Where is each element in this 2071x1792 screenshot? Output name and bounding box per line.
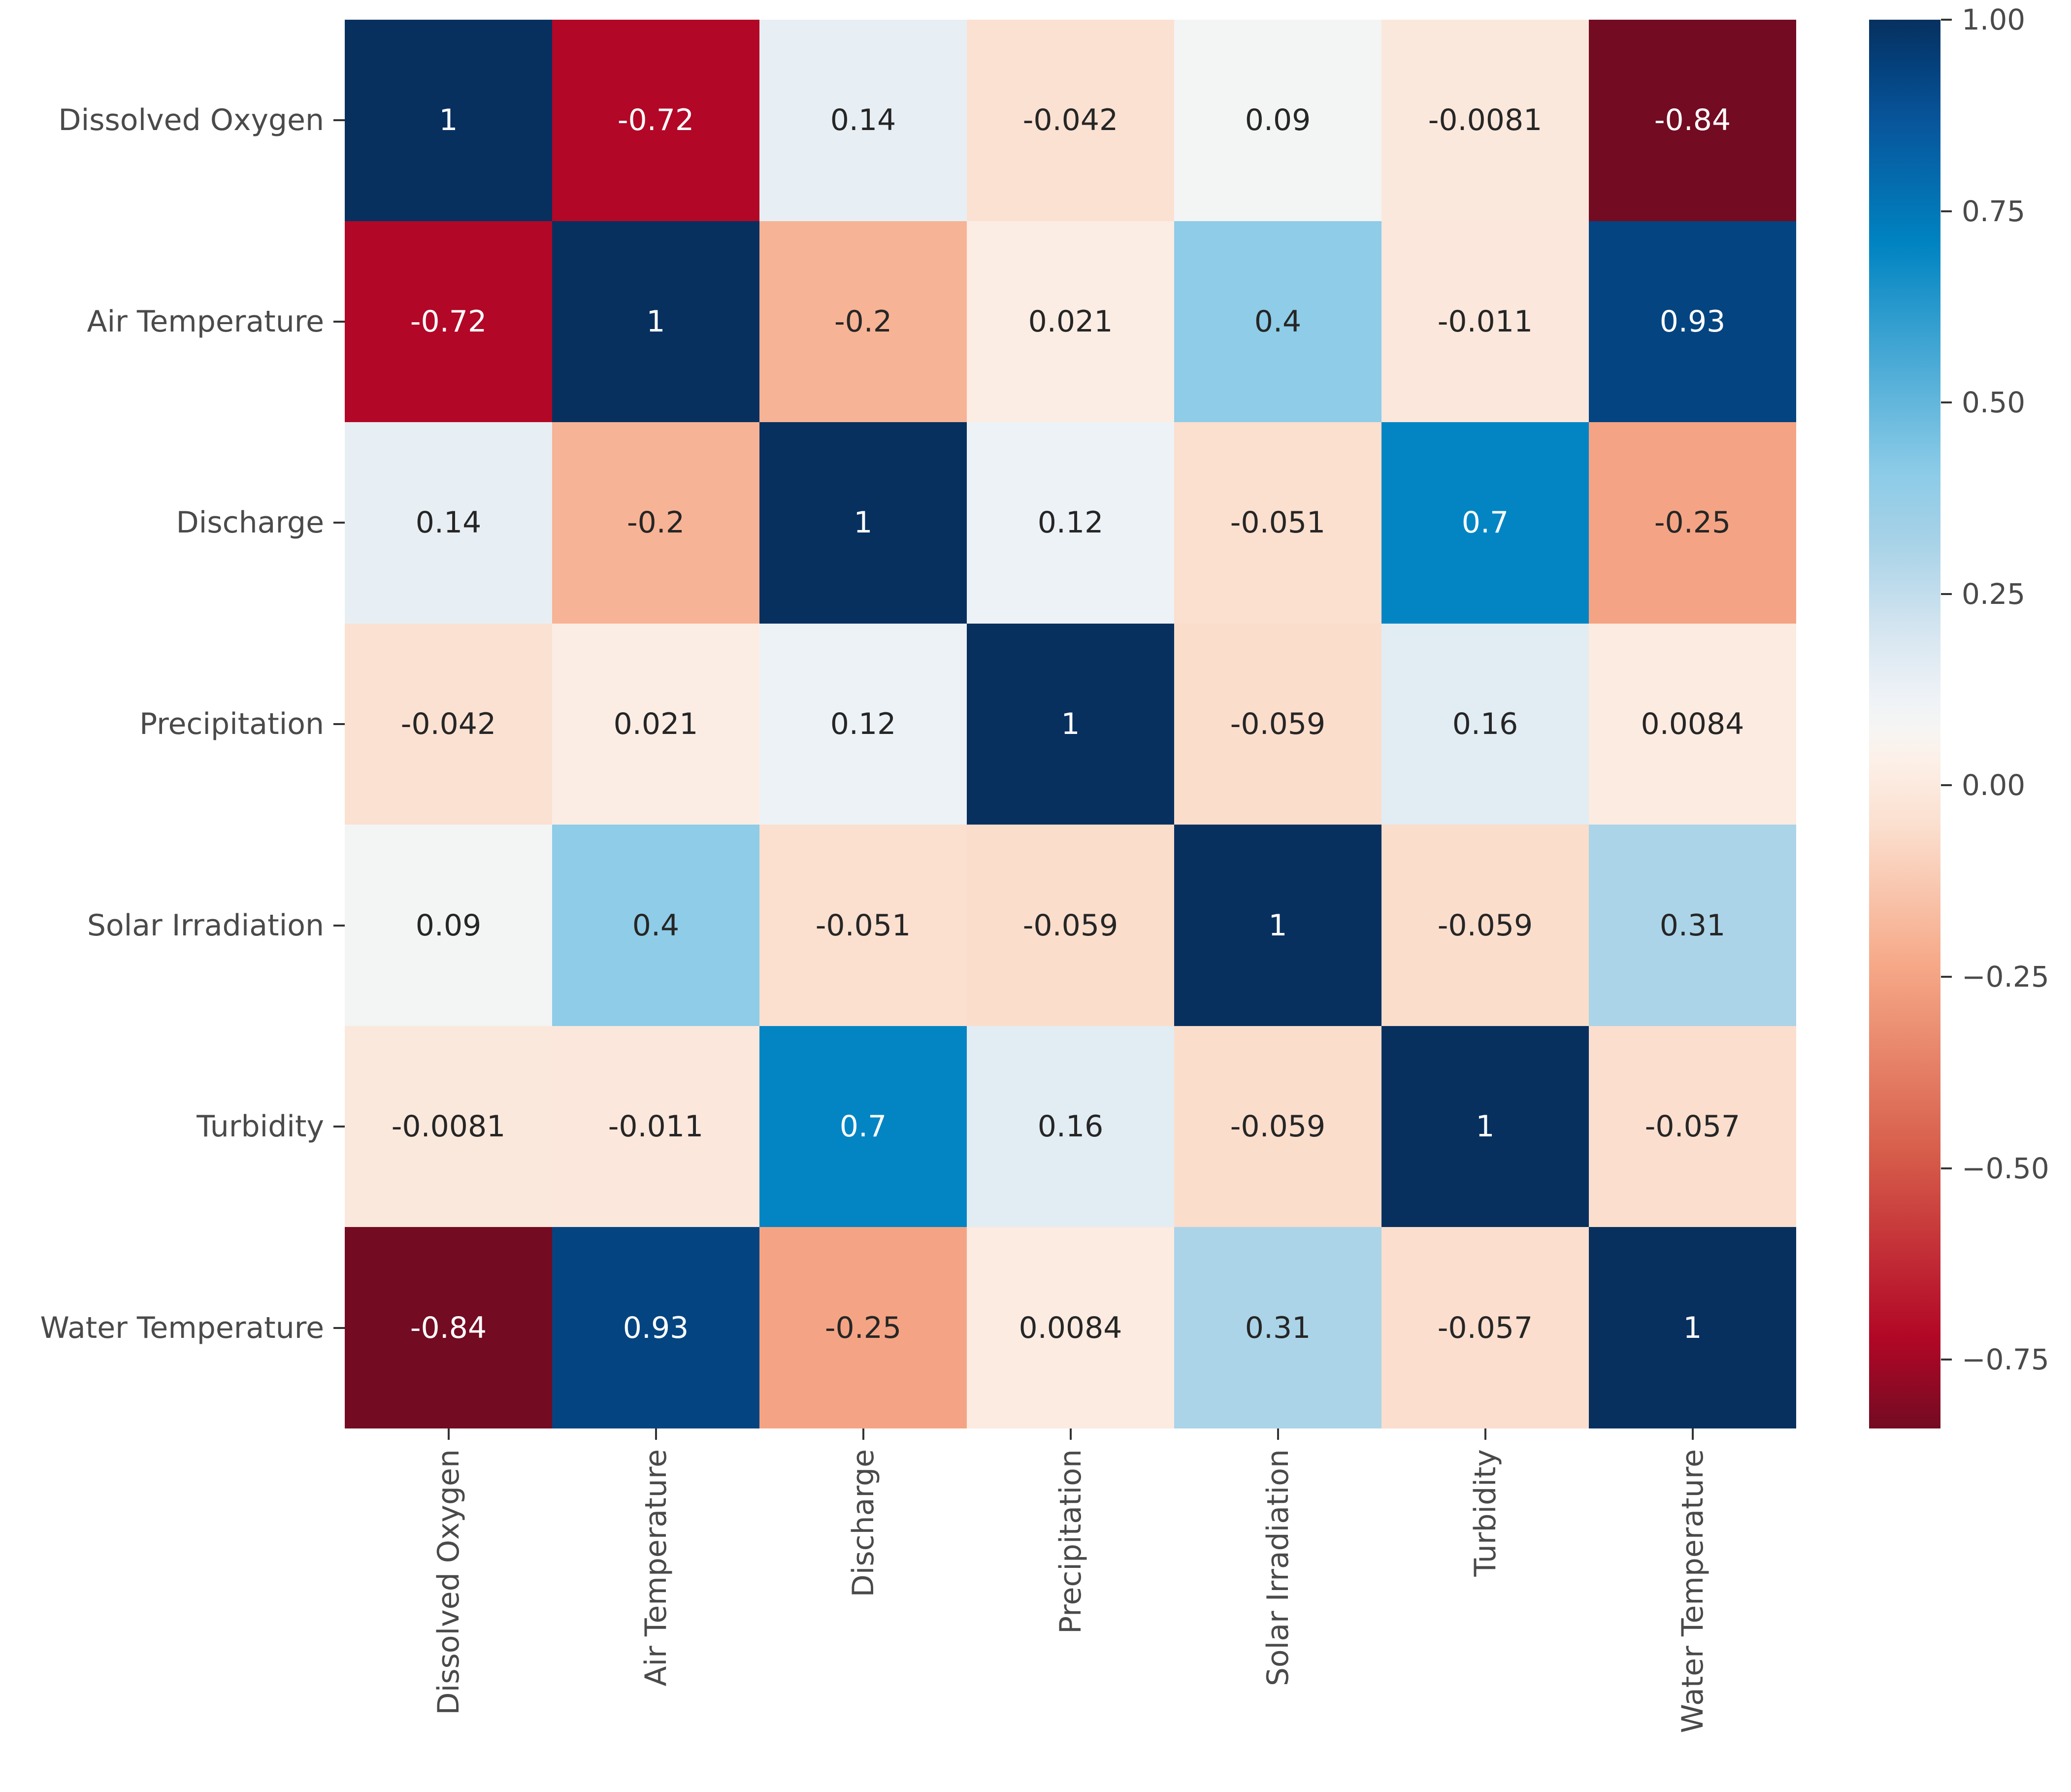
x-tick-label: Dissolved Oxygen — [431, 1449, 466, 1715]
colorbar-tick-label: 1.00 — [1962, 3, 2026, 36]
heatmap-cell: 0.0084 — [967, 1227, 1174, 1428]
heatmap-cell: -0.25 — [759, 1227, 967, 1428]
heatmap-cell: 0.14 — [759, 20, 967, 221]
y-tick-label: Air Temperature — [87, 304, 324, 339]
colorbar-tick-mark — [1941, 401, 1952, 404]
y-tick-label: Discharge — [176, 505, 324, 540]
colorbar-tick-label: 0.75 — [1962, 194, 2026, 228]
y-tick-mark — [333, 723, 345, 725]
heatmap-cell: -0.057 — [1381, 1227, 1589, 1428]
x-tick-mark — [655, 1428, 657, 1440]
colorbar-tick-mark — [1941, 1359, 1952, 1361]
heatmap-cell: 1 — [552, 221, 759, 423]
y-tick-mark — [333, 119, 345, 122]
heatmap-cell: 0.7 — [759, 1026, 967, 1228]
heatmap-cell: 0.12 — [759, 623, 967, 825]
x-tick-label: Discharge — [846, 1449, 881, 1597]
colorbar-tick-label: −0.75 — [1962, 1343, 2049, 1377]
heatmap-cell: 0.09 — [345, 825, 552, 1026]
y-tick-mark — [333, 1126, 345, 1128]
x-tick-mark — [1277, 1428, 1279, 1440]
heatmap-cell: -0.059 — [1381, 825, 1589, 1026]
heatmap-cell: 1 — [1589, 1227, 1796, 1428]
x-tick-mark — [1069, 1428, 1072, 1440]
heatmap-cell: 0.4 — [552, 825, 759, 1026]
heatmap-cell: -0.0081 — [1381, 20, 1589, 221]
heatmap-cell: 0.31 — [1589, 825, 1796, 1026]
heatmap-cell: -0.84 — [1589, 20, 1796, 221]
heatmap-cell: -0.25 — [1589, 422, 1796, 624]
heatmap-cell: -0.84 — [345, 1227, 552, 1428]
colorbar-tick-mark — [1941, 19, 1952, 21]
y-tick-label: Solar Irradiation — [87, 908, 324, 943]
heatmap-cell: -0.059 — [967, 825, 1174, 1026]
heatmap-cell: 0.31 — [1174, 1227, 1381, 1428]
heatmap-cell: -0.059 — [1174, 1026, 1381, 1228]
x-tick-mark — [862, 1428, 864, 1440]
heatmap-cell: 1 — [1174, 825, 1381, 1026]
heatmap-cell: -0.057 — [1589, 1026, 1796, 1228]
heatmap-cell: 0.4 — [1174, 221, 1381, 423]
heatmap-cell: -0.0081 — [345, 1026, 552, 1228]
x-tick-mark — [1484, 1428, 1486, 1440]
colorbar-tick-mark — [1941, 1167, 1952, 1169]
heatmap-cell: -0.2 — [759, 221, 967, 423]
y-tick-label: Water Temperature — [40, 1310, 324, 1345]
heatmap-cell: 1 — [967, 623, 1174, 825]
y-tick-mark — [333, 522, 345, 524]
x-tick-mark — [447, 1428, 450, 1440]
colorbar-tick-label: 0.25 — [1962, 577, 2026, 611]
heatmap-cell: 0.0084 — [1589, 623, 1796, 825]
x-tick-mark — [1691, 1428, 1694, 1440]
y-tick-label: Precipitation — [139, 707, 324, 741]
heatmap-cell: -0.011 — [552, 1026, 759, 1228]
x-tick-label: Solar Irradiation — [1260, 1449, 1295, 1687]
heatmap-cell: 0.93 — [1589, 221, 1796, 423]
x-tick-label: Turbidity — [1468, 1449, 1503, 1577]
y-tick-mark — [333, 1327, 345, 1329]
y-tick-mark — [333, 320, 345, 323]
colorbar-tick-label: −0.50 — [1962, 1151, 2049, 1185]
heatmap-cell: 1 — [345, 20, 552, 221]
heatmap-cell: 0.12 — [967, 422, 1174, 624]
heatmap-grid: 1 -0.72 0.14 -0.042 0.09 -0.0081 -0.84 -0.72 1 -0… — [345, 20, 1796, 1428]
heatmap-cell: 0.021 — [967, 221, 1174, 423]
heatmap-cell: -0.051 — [759, 825, 967, 1026]
heatmap-cell: 1 — [1381, 1026, 1589, 1228]
heatmap-cell: -0.72 — [552, 20, 759, 221]
heatmap-cell: 0.14 — [345, 422, 552, 624]
heatmap-cell: -0.042 — [967, 20, 1174, 221]
heatmap-cell: 0.7 — [1381, 422, 1589, 624]
heatmap-cell: 1 — [759, 422, 967, 624]
colorbar-tick-mark — [1941, 784, 1952, 787]
heatmap-cell: -0.2 — [552, 422, 759, 624]
heatmap-cell: 0.16 — [1381, 623, 1589, 825]
x-tick-label: Air Temperature — [638, 1449, 673, 1687]
colorbar-tick-label: −0.25 — [1962, 960, 2049, 994]
x-tick-label: Precipitation — [1053, 1449, 1088, 1634]
colorbar — [1869, 20, 1940, 1428]
colorbar-tick-mark — [1941, 210, 1952, 212]
heatmap-cell: 0.16 — [967, 1026, 1174, 1228]
heatmap-cell: -0.051 — [1174, 422, 1381, 624]
heatmap-cell: -0.011 — [1381, 221, 1589, 423]
heatmap-cell: 0.09 — [1174, 20, 1381, 221]
y-tick-label: Dissolved Oxygen — [58, 103, 324, 138]
colorbar-tick-label: 0.00 — [1962, 768, 2026, 802]
colorbar-tick-label: 0.50 — [1962, 386, 2026, 420]
y-tick-label: Turbidity — [197, 1109, 324, 1144]
y-tick-mark — [333, 924, 345, 927]
heatmap-cell: 0.93 — [552, 1227, 759, 1428]
heatmap-cell: -0.042 — [345, 623, 552, 825]
heatmap-cell: 0.021 — [552, 623, 759, 825]
colorbar-tick-mark — [1941, 975, 1952, 978]
colorbar-tick-mark — [1941, 593, 1952, 595]
x-tick-label: Water Temperature — [1675, 1449, 1710, 1733]
heatmap-cell: -0.72 — [345, 221, 552, 423]
heatmap-cell: -0.059 — [1174, 623, 1381, 825]
